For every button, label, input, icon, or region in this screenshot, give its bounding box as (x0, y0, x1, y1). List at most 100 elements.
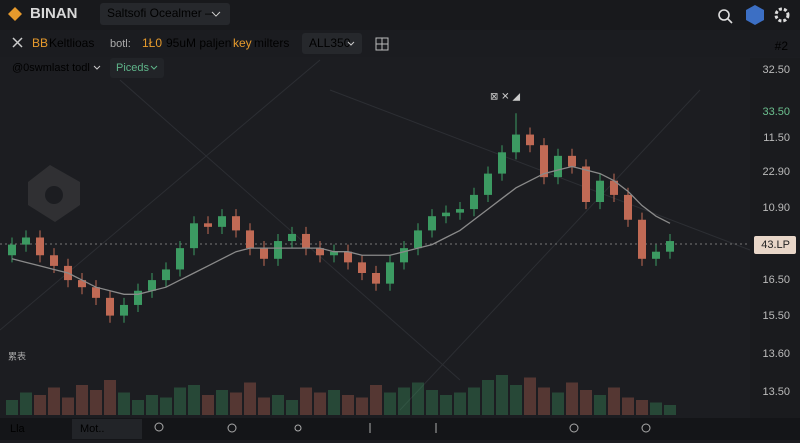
volume-bar (118, 392, 130, 415)
price-label: 10.90 (762, 202, 790, 214)
volume-bar (356, 397, 368, 415)
candle-body (470, 194, 478, 210)
volume-bar (636, 400, 648, 415)
footer-tab[interactable]: Mot.. (80, 423, 104, 435)
candle-body (148, 280, 156, 291)
candle-body (288, 233, 296, 242)
mode-select[interactable] (110, 58, 164, 78)
candle-body (484, 173, 492, 195)
close-icon[interactable] (12, 37, 23, 48)
price-label: 22.90 (762, 166, 790, 178)
settings-icon[interactable] (774, 7, 790, 23)
candle-body (246, 230, 254, 249)
volume-bar (426, 390, 438, 415)
volume-bar (440, 395, 452, 415)
volume-bar (552, 392, 564, 415)
candle-body (414, 230, 422, 249)
current-price-tag (754, 236, 796, 254)
candle-body (50, 255, 58, 266)
layout-count: #2 (775, 39, 789, 53)
volume-bar (6, 400, 18, 415)
candle-body (652, 251, 660, 259)
footer-icons (154, 422, 651, 433)
volume-bar (314, 392, 326, 415)
candle-body (36, 237, 44, 256)
volume-bar (524, 377, 536, 415)
candle-body (582, 166, 590, 202)
volume-bar (20, 392, 32, 415)
volume-bar (468, 387, 480, 415)
candle-body (386, 262, 394, 284)
candle-body (512, 134, 520, 153)
volume-bar (594, 395, 606, 415)
footer (0, 418, 800, 440)
volume-bar (384, 392, 396, 415)
volume-bar (300, 387, 312, 415)
price-label: 32.50 (762, 64, 790, 76)
candle-body (8, 244, 16, 256)
volume-bar (258, 397, 270, 415)
chevron (211, 11, 221, 17)
candle-body (106, 297, 114, 316)
volume-bar (146, 395, 158, 415)
volume-bar (482, 380, 494, 415)
candle-body (78, 280, 86, 288)
volume-text: 95uM paljen (166, 36, 231, 50)
price-label: 13.50 (762, 386, 790, 398)
mode[interactable]: Piceds (116, 62, 150, 74)
volume-bar (398, 387, 410, 415)
volume-bar (188, 385, 200, 415)
price-label: 33.50 (762, 106, 790, 118)
candle-body (428, 216, 436, 231)
candle-body (638, 219, 646, 259)
volume-bar (62, 397, 74, 415)
tab[interactable] (72, 419, 142, 439)
volume-bar (76, 385, 88, 415)
indicator[interactable]: Keltlioas (49, 36, 94, 50)
volume-bar (342, 395, 354, 415)
candle-body (372, 273, 380, 284)
candle-body (344, 251, 352, 263)
price-label: 15.50 (762, 310, 790, 322)
market[interactable]: Saltsofi Ocealmer — (107, 6, 217, 20)
volume-bar (48, 387, 60, 415)
watermark (28, 165, 80, 222)
candle-body (330, 251, 338, 256)
footer-left[interactable]: Lla (10, 423, 26, 435)
toolbar (0, 30, 800, 57)
indicator-prefix: BB (32, 36, 48, 50)
layout-icon[interactable] (375, 37, 389, 51)
price-label: 16.50 (762, 274, 790, 286)
volume-bar (580, 390, 592, 415)
market-select[interactable] (100, 3, 230, 25)
candle-body (232, 216, 240, 231)
candle-body (260, 248, 268, 259)
price-axis: 32.50 33.50 11.50 22.90 10.90 43.LP 16.50 15.50… (754, 64, 796, 398)
volume-bar (328, 390, 340, 415)
volume-bar (538, 387, 550, 415)
interval[interactable]: ALL350 (309, 36, 351, 50)
avatar[interactable] (746, 5, 764, 25)
interval-select[interactable] (302, 33, 362, 54)
candle-body (666, 241, 674, 252)
search-icon[interactable] (718, 9, 733, 24)
candle-body (316, 248, 324, 256)
source[interactable]: @0swmlast todl (12, 62, 90, 74)
stat-value: 1Ł0 (142, 36, 162, 50)
candle-body (190, 223, 198, 249)
candle-body (456, 209, 464, 213)
volume-bar (496, 375, 508, 415)
annotation: ⊠ ✕ ◢ (490, 92, 520, 103)
volume-bar (370, 385, 382, 415)
price-label: 43.LP (761, 239, 790, 251)
chevron (93, 65, 101, 70)
volume-bar (132, 400, 144, 415)
candle-body (610, 180, 618, 195)
candle-body (204, 223, 212, 227)
corner-label: 累表 (8, 350, 26, 361)
volume-bar (650, 402, 662, 415)
volume-bar (664, 405, 676, 415)
candle-body (568, 155, 576, 167)
candle-body (498, 152, 506, 174)
